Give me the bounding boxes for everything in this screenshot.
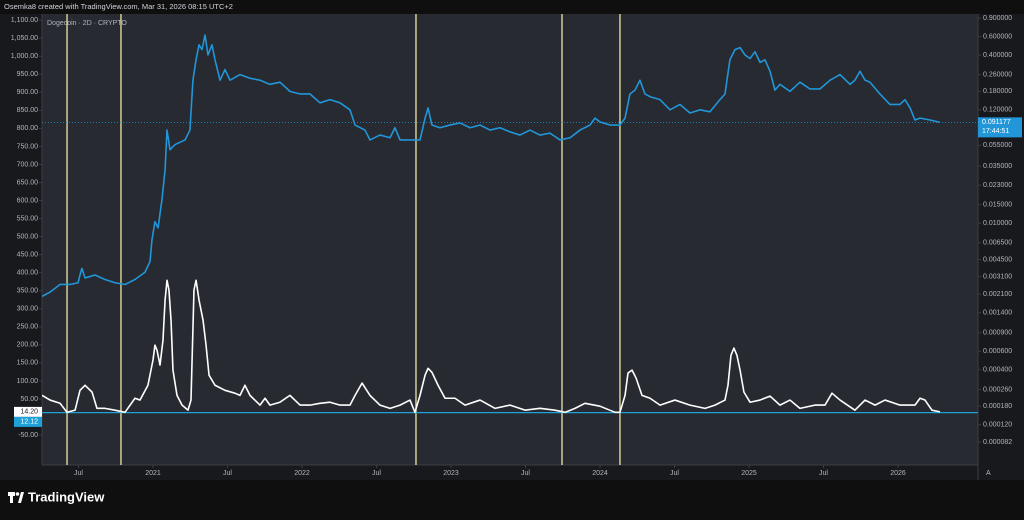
x-tick-label: Jul	[819, 470, 828, 477]
y-tick-label: 200.00	[17, 342, 39, 349]
y2-tick-label: 0.015000	[983, 201, 1012, 208]
y-tick-label: 350.00	[17, 288, 39, 295]
logo-shape	[15, 492, 20, 496]
value-marker	[14, 406, 42, 417]
y2-tick-label: 0.400000	[983, 52, 1012, 59]
y2-tick-label: 0.000082	[983, 439, 1012, 446]
y-tick-label: 100.00	[17, 378, 39, 385]
y2-tick-label: 0.900000	[983, 15, 1012, 22]
y2-tick-label: 0.023000	[983, 182, 1012, 189]
series-line	[42, 279, 941, 414]
price-countdown: 17:44:51	[982, 128, 1009, 135]
logo-shape	[10, 496, 13, 503]
y2-tick-label: 0.055000	[983, 142, 1012, 149]
y-tick-label: 450.00	[17, 251, 39, 258]
y2-tick-label: 0.000900	[983, 330, 1012, 337]
y-tick-label: 700.00	[17, 161, 39, 168]
y-tick-label: 850.00	[17, 107, 39, 114]
y2-tick-label: 0.120000	[983, 107, 1012, 114]
brand: TradingView	[28, 489, 105, 504]
x-tick-label: 2026	[890, 470, 906, 477]
y2-tick-label: 0.003100	[983, 273, 1012, 280]
y2-tick-label: 0.180000	[983, 88, 1012, 95]
y-tick-label: 300.00	[17, 306, 39, 313]
plot-area	[42, 14, 978, 465]
y2-tick-label: 0.006500	[983, 240, 1012, 247]
value-marker-label: 12.12	[20, 419, 38, 426]
y-tick-label: 500.00	[17, 233, 39, 240]
y-tick-label: 1,100.00	[11, 17, 38, 24]
y-tick-label: 50.00	[20, 396, 38, 403]
y-tick-label: 600.00	[17, 197, 39, 204]
logo-shape	[18, 492, 24, 503]
x-tick-label: Jul	[223, 470, 232, 477]
auto-scale-button[interactable]: A	[986, 470, 991, 477]
y2-tick-label: 0.002100	[983, 291, 1012, 298]
x-tick-label: Jul	[521, 470, 530, 477]
y-tick-label: 750.00	[17, 143, 39, 150]
x-tick-label: Jul	[74, 470, 83, 477]
x-tick-label: 2022	[294, 470, 310, 477]
credit: Osemka8 created with TradingView.com, Ma…	[4, 2, 233, 11]
x-tick-label: 2021	[145, 470, 161, 477]
y2-tick-label: 0.004500	[983, 256, 1012, 263]
value-marker-label: 14.20	[20, 409, 38, 416]
y2-tick-label: 0.001400	[983, 310, 1012, 317]
y-tick-label: 950.00	[17, 71, 39, 78]
x-tick-label: 2024	[592, 470, 608, 477]
y2-tick-label: 0.035000	[983, 163, 1012, 170]
y2-tick-label: 0.000180	[983, 403, 1012, 410]
y-tick-label: 1,000.00	[11, 53, 38, 60]
price-marker	[978, 117, 1022, 138]
y-tick-label: 400.00	[17, 270, 39, 277]
y2-tick-label: 0.010000	[983, 220, 1012, 227]
y-tick-label: 250.00	[17, 324, 39, 331]
y2-tick-label: 0.000120	[983, 421, 1012, 428]
series-line	[42, 34, 941, 298]
price-marker-label: 0.091177	[982, 119, 1011, 126]
y-tick-label: 1,050.00	[11, 35, 38, 42]
y2-tick-label: 0.000260	[983, 386, 1012, 393]
chart-title: Dogecoin · 2D · CRYPTO	[47, 20, 127, 27]
y-tick-label: 650.00	[17, 179, 39, 186]
y2-tick-label: 0.000400	[983, 367, 1012, 374]
x-tick-label: Jul	[670, 470, 679, 477]
x-tick-label: 2025	[741, 470, 757, 477]
x-tick-label: Jul	[372, 470, 381, 477]
y-tick-label: 900.00	[17, 89, 39, 96]
y2-tick-label: 0.600000	[983, 33, 1012, 40]
y-tick-label: 800.00	[17, 125, 39, 132]
brand-logo	[8, 492, 24, 503]
y2-tick-label: 0.000600	[983, 348, 1012, 355]
y2-tick-label: 0.260000	[983, 71, 1012, 78]
y-tick-label: 150.00	[17, 360, 39, 367]
x-tick-label: 2023	[443, 470, 459, 477]
value-marker	[14, 416, 42, 427]
y-tick-label: 550.00	[17, 215, 39, 222]
logo-shape	[8, 492, 15, 496]
y-tick-label: -50.00	[18, 432, 38, 439]
